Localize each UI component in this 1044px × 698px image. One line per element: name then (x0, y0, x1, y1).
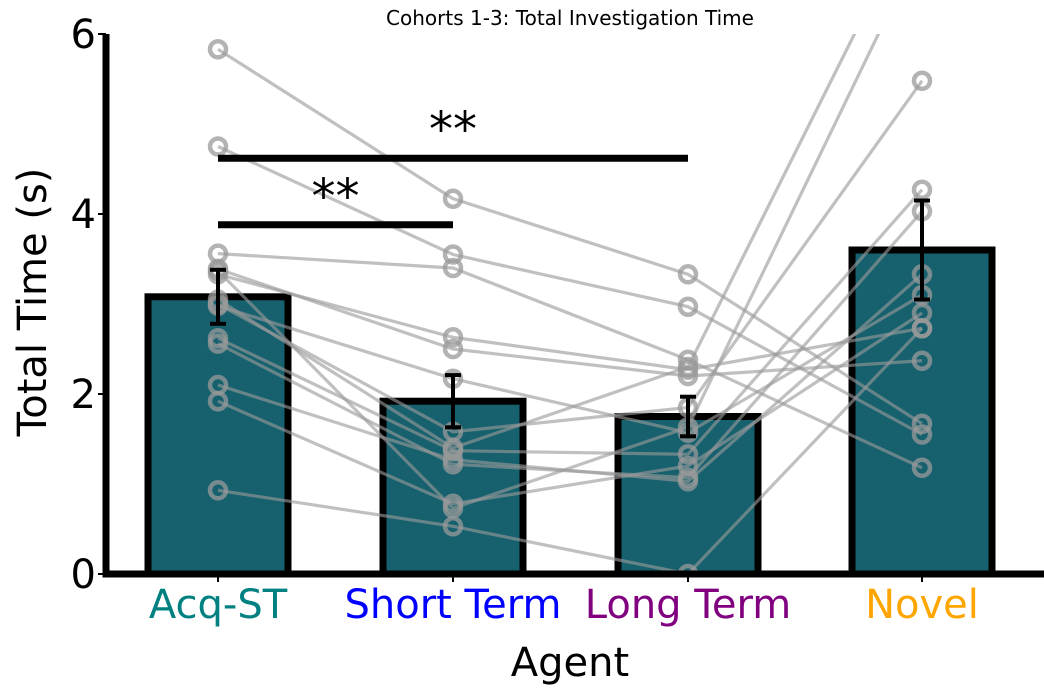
subject-point-1-1 (442, 244, 464, 265)
y-tick-label-0: 0 (71, 552, 96, 598)
subject-line-6 (217, 188, 924, 456)
subject-point-12-1 (442, 437, 464, 459)
subject-line-10 (217, 327, 924, 574)
subject-line-13 (217, 293, 923, 435)
subject-point-6-2 (677, 444, 699, 465)
subject-point-1-3 (911, 424, 933, 445)
subject-point-7-0 (207, 333, 229, 354)
x-tick-label-2: Long Term (585, 582, 791, 628)
x-axis-label: Agent (511, 640, 629, 686)
subject-point-5-3 (911, 70, 933, 92)
subject-point-10-3 (911, 318, 933, 339)
subject-point-9-0 (207, 390, 229, 412)
bar-0 (144, 293, 292, 578)
y-tick-label-3: 6 (71, 12, 96, 58)
subject-line-5 (217, 79, 924, 434)
subject-point-2-3 (911, 457, 933, 479)
subject-point-10-2 (677, 563, 699, 574)
subject-point-1-2 (677, 296, 699, 317)
subject-point-2-1 (442, 257, 464, 279)
subject-line-11 (216, 34, 881, 511)
subject-line-1 (217, 145, 923, 436)
subject-point-0-3 (911, 413, 933, 434)
subject-line-12 (217, 34, 857, 450)
subject-point-1-0 (207, 136, 229, 157)
x-tick-label-1: Short Term (344, 582, 561, 628)
subject-point-6-3 (911, 179, 933, 200)
y-tick-label-2: 4 (71, 192, 96, 238)
subject-line-4 (217, 267, 923, 378)
bar-3 (848, 246, 996, 578)
subject-point-12-2 (677, 356, 699, 378)
significance-label-0: ** (312, 169, 360, 225)
subject-point-10-0 (207, 480, 229, 501)
chart-title: Cohorts 1-3: Total Investigation Time (386, 6, 754, 30)
subject-point-9-2 (677, 455, 699, 477)
y-axis-label: Total Time (s) (10, 168, 56, 438)
subject-point-11-1 (442, 498, 464, 519)
subject-line-9 (217, 311, 923, 506)
subject-point-0-2 (677, 264, 699, 285)
subject-point-0-0 (207, 39, 229, 60)
subject-point-0-1 (442, 188, 464, 209)
subject-point-3-1 (442, 327, 464, 348)
x-tick-label-3: Novel (865, 582, 979, 628)
subject-point-4-3 (911, 350, 933, 371)
significance-label-1: ** (429, 102, 477, 158)
subject-point-8-1 (442, 449, 464, 470)
subject-point-4-1 (442, 338, 464, 360)
subject-line-8 (217, 273, 924, 483)
y-tick-label-1: 2 (71, 372, 96, 418)
x-tick-label-0: Acq-ST (149, 582, 288, 628)
subject-line-2 (217, 252, 923, 470)
subject-line-3 (217, 272, 923, 372)
